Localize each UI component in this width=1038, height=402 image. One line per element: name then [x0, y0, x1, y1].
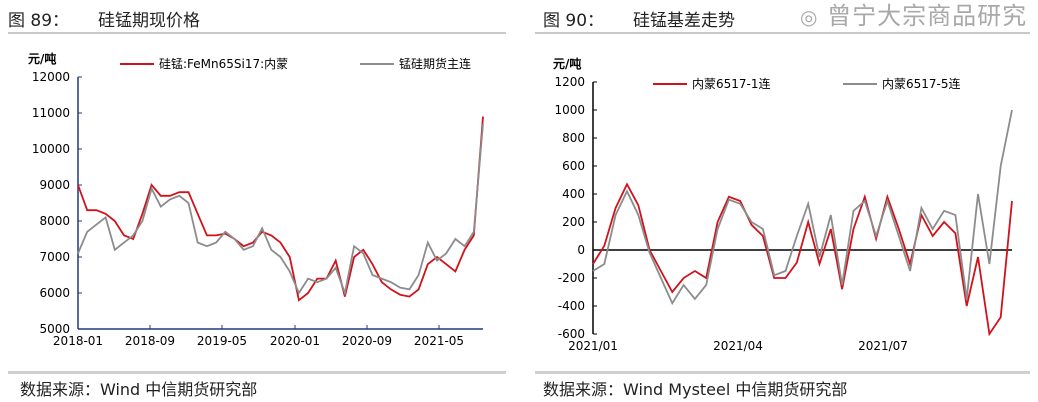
y-tick-label: 11000 — [32, 106, 70, 120]
source-note: 数据来源：Wind 中信期货研究部 — [20, 380, 258, 399]
source-note: 数据来源：Wind Mysteel 中信期货研究部 — [543, 380, 848, 399]
x-tick-label: 2019-05 — [197, 334, 247, 348]
y-tick-label: 6000 — [39, 286, 70, 300]
x-tick-label: 2021/07 — [858, 339, 908, 353]
y-tick-label: 7000 — [39, 250, 70, 264]
figure-90-title: 图 90： 硅锰基差走势 — [543, 11, 735, 31]
y-axis-unit: 元/吨 — [553, 56, 581, 71]
x-tick-label: 2021/01 — [568, 339, 618, 353]
series-line-1 — [592, 109, 1013, 306]
divider — [8, 32, 506, 34]
figure-89-title: 图 89： 硅锰期现价格 — [8, 11, 200, 31]
y-tick-label: 200 — [562, 215, 585, 229]
y-tick-label: 0 — [577, 243, 585, 257]
y-tick-label: 5000 — [39, 322, 70, 336]
x-tick-label: 2018-09 — [125, 334, 175, 348]
y-tick-label: 400 — [562, 187, 585, 201]
series-line-0 — [77, 116, 484, 302]
x-tick-label: 2018-01 — [53, 334, 103, 348]
y-tick-label: -600 — [558, 327, 585, 341]
y-tick-label: 1200 — [554, 75, 585, 89]
x-tick-label: 2021/04 — [713, 339, 763, 353]
divider — [535, 371, 1030, 374]
legend-label: 内蒙6517-1连 — [692, 76, 771, 91]
y-tick-label: 8000 — [39, 214, 70, 228]
y-tick-label: 1000 — [554, 103, 585, 117]
x-tick-label: 2021-05 — [414, 334, 464, 348]
chart-silicomanganese-price: 元/吨 5000 6000 7000 8000 9000 10000 11000 12000 20… — [28, 51, 484, 348]
divider — [535, 32, 1030, 34]
series-line-1 — [77, 123, 484, 297]
y-tick-label: 600 — [562, 159, 585, 173]
y-tick-label: 10000 — [32, 142, 70, 156]
x-tick-label: 2020-09 — [342, 334, 392, 348]
chart-silicomanganese-basis: 元/吨 -600 -400 -200 0 200 400 600 800 1000 1200 2021… — [553, 56, 1013, 353]
x-tick-label: 2020-01 — [270, 334, 320, 348]
y-axis-unit: 元/吨 — [28, 51, 56, 66]
legend-label: 硅锰:FeMn65Si17:内蒙 — [159, 56, 288, 71]
divider — [8, 371, 506, 374]
legend-label: 锰硅期货主连 — [399, 56, 471, 71]
y-tick-label: -200 — [558, 271, 585, 285]
series-line-0 — [592, 182, 1013, 337]
wechat-icon: ◎ — [800, 5, 819, 29]
watermark: ◎ 曾宁大宗商品研究 — [800, 2, 1028, 30]
y-tick-label: 12000 — [32, 70, 70, 84]
legend-label: 内蒙6517-5连 — [882, 76, 961, 91]
y-tick-label: -400 — [558, 299, 585, 313]
y-tick-label: 800 — [562, 131, 585, 145]
y-tick-label: 9000 — [39, 178, 70, 192]
